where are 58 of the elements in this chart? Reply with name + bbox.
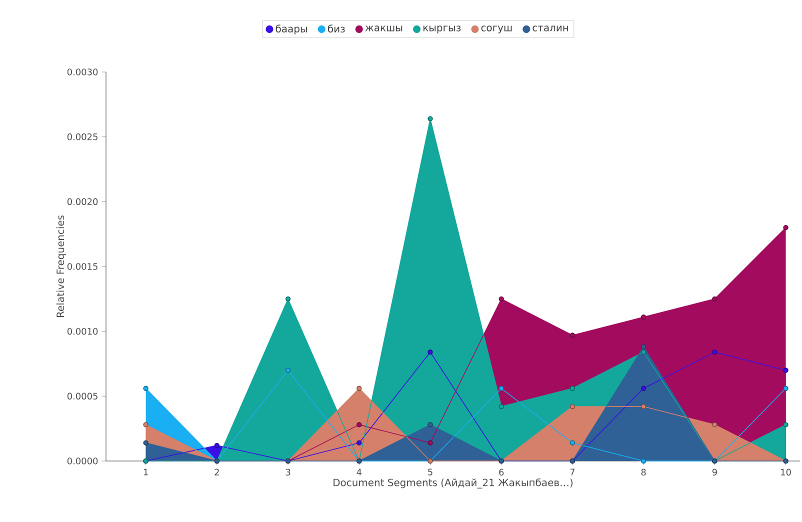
legend-label: жакшы [365, 26, 402, 32]
point [356, 422, 362, 428]
point [640, 458, 646, 464]
legend-label: сталин [532, 26, 568, 32]
x-tick-label: 8 [641, 468, 646, 476]
point [428, 116, 433, 122]
y-tick-label: 0.0025 [67, 133, 98, 140]
x-tick-label: 2 [214, 468, 219, 476]
legend-label: согуш [481, 26, 512, 34]
point [783, 386, 788, 391]
y-tick-label: 0.0015 [67, 263, 98, 270]
point [570, 332, 576, 338]
x-tick-label: 10 [781, 468, 791, 476]
x-axis-title: Document Segments (Айдай_21 Жакыпбаев…) [334, 478, 573, 488]
legend-label: биз [328, 24, 345, 32]
point [640, 314, 646, 320]
point [640, 349, 646, 355]
point [570, 386, 576, 391]
point [712, 422, 718, 428]
point [498, 296, 504, 302]
x-tick-label: 3 [286, 468, 290, 476]
point [712, 296, 718, 302]
point [143, 422, 148, 428]
point [498, 386, 504, 391]
y-tick-label: 0.0030 [67, 68, 98, 76]
point [285, 296, 291, 302]
point [640, 344, 646, 350]
x-tick-label: 7 [570, 468, 575, 476]
y-tick-label: 0.0020 [67, 198, 98, 206]
point [428, 349, 433, 355]
x-tick-label: 4 [356, 468, 362, 476]
y-tick-label: 0.0000 [67, 458, 98, 464]
point [570, 404, 576, 410]
x-tick-label: 6 [499, 468, 504, 476]
point [356, 386, 362, 391]
point [214, 442, 220, 448]
point [428, 440, 433, 446]
y-tick-label: 0.0005 [67, 392, 98, 400]
point [640, 386, 646, 391]
point [143, 440, 148, 446]
point [783, 225, 788, 230]
point [570, 440, 576, 446]
point [783, 422, 788, 428]
point [640, 404, 646, 410]
point [498, 404, 504, 410]
legend-label: баары [276, 24, 307, 34]
x-tick-label: 5 [428, 468, 432, 476]
x-tick-label: 1 [144, 468, 148, 476]
legend-label: кыргыз [423, 26, 461, 34]
x-tick-label: 9 [712, 468, 717, 476]
point [428, 422, 433, 428]
point [143, 386, 148, 391]
y-axis-title: Relative Frequencies [56, 215, 66, 318]
point [356, 440, 362, 446]
point [712, 349, 718, 355]
point [783, 368, 788, 373]
point [285, 368, 291, 373]
y-tick-label: 0.0010 [67, 328, 98, 335]
